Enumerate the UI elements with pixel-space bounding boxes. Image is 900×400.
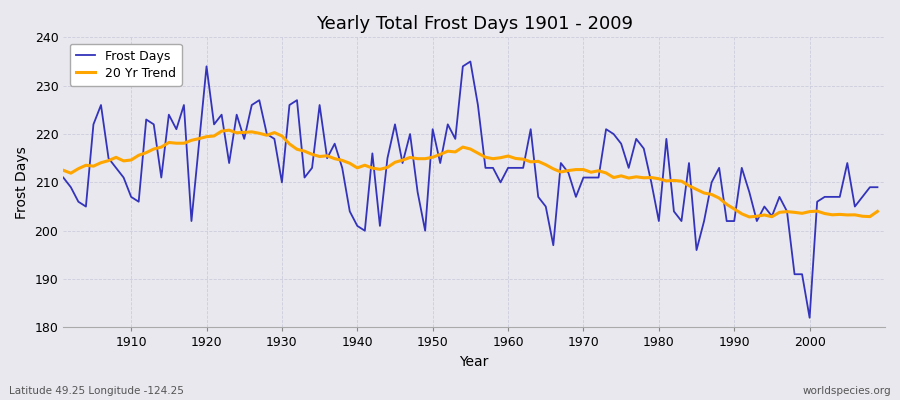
Frost Days bbox=[510, 166, 521, 170]
20 Yr Trend bbox=[224, 128, 235, 132]
Y-axis label: Frost Days: Frost Days bbox=[15, 146, 29, 219]
20 Yr Trend bbox=[503, 154, 514, 158]
Frost Days bbox=[872, 185, 883, 190]
20 Yr Trend bbox=[58, 168, 68, 173]
Frost Days bbox=[503, 166, 514, 170]
20 Yr Trend bbox=[600, 170, 611, 175]
20 Yr Trend bbox=[292, 147, 302, 152]
20 Yr Trend bbox=[510, 156, 521, 161]
Legend: Frost Days, 20 Yr Trend: Frost Days, 20 Yr Trend bbox=[69, 44, 182, 86]
20 Yr Trend bbox=[744, 214, 755, 219]
Frost Days bbox=[805, 315, 815, 320]
Frost Days bbox=[118, 175, 129, 180]
Line: Frost Days: Frost Days bbox=[63, 62, 878, 318]
20 Yr Trend bbox=[872, 209, 883, 214]
Line: 20 Yr Trend: 20 Yr Trend bbox=[63, 130, 878, 217]
Frost Days bbox=[329, 141, 340, 146]
X-axis label: Year: Year bbox=[460, 355, 489, 369]
Title: Yearly Total Frost Days 1901 - 2009: Yearly Total Frost Days 1901 - 2009 bbox=[316, 15, 633, 33]
Text: Latitude 49.25 Longitude -124.25: Latitude 49.25 Longitude -124.25 bbox=[9, 386, 184, 396]
Frost Days bbox=[600, 127, 611, 132]
Text: worldspecies.org: worldspecies.org bbox=[803, 386, 891, 396]
20 Yr Trend bbox=[337, 158, 347, 163]
20 Yr Trend bbox=[118, 158, 129, 163]
Frost Days bbox=[284, 103, 295, 108]
Frost Days bbox=[465, 59, 476, 64]
Frost Days bbox=[58, 175, 68, 180]
